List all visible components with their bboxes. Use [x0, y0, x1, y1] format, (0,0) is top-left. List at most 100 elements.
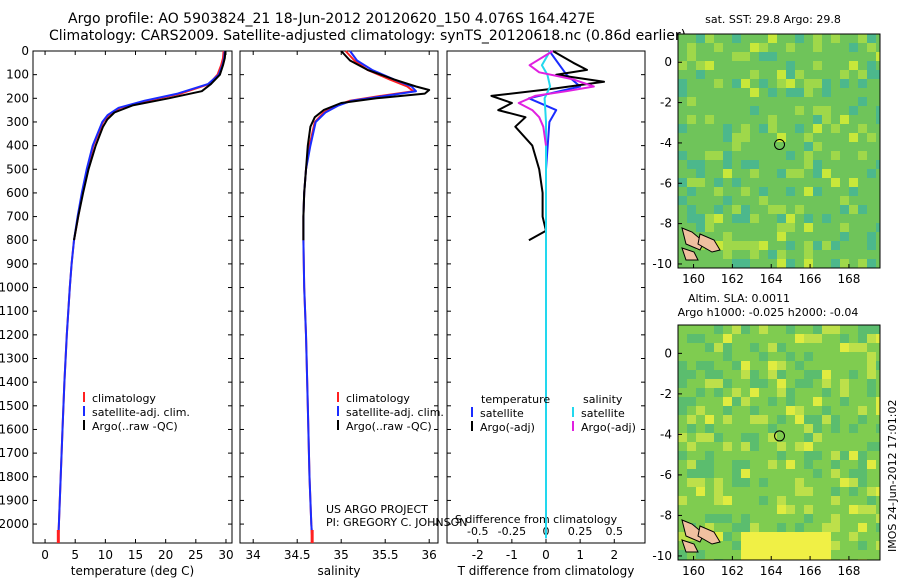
- legend-label-sal-0: climatology: [346, 392, 410, 405]
- map-xtick-label: 160: [682, 272, 705, 286]
- depth-tick-label: 0: [21, 44, 29, 58]
- legend-label-sdiff-1: Argo(-adj): [581, 421, 636, 434]
- depth-tick-label: 100: [6, 68, 29, 82]
- xtick-label: 25: [188, 548, 203, 562]
- profile-panel-1-frame: [239, 50, 439, 544]
- project-annotation-line2: PI: GREGORY C. JOHNSON: [326, 516, 467, 529]
- xtick-label: 20: [158, 548, 173, 562]
- map-ytick-label: -6: [660, 176, 672, 190]
- map-ytick-label: -10: [652, 257, 672, 271]
- legend-title-temperature: temperature: [481, 393, 550, 406]
- map-ytick-label: 0: [664, 55, 672, 69]
- x-axis-label: temperature (deg C): [71, 564, 194, 578]
- x-axis-label: T difference from climatology: [457, 564, 635, 578]
- xtick-label: 0: [542, 548, 550, 562]
- xtick-label: 34.5: [284, 548, 311, 562]
- map-subtitle-sla: Argo h1000: -0.025 h2000: -0.04: [678, 306, 859, 319]
- legend-label-tdiff-1: Argo(-adj): [480, 421, 535, 434]
- depth-tick-label: 1900: [0, 493, 29, 507]
- map-xtick-label: 168: [837, 272, 860, 286]
- x-axis-label-top: S difference from climatology: [455, 513, 618, 526]
- map-1-frame: [677, 324, 881, 561]
- xtick-label: 36: [422, 548, 437, 562]
- xtick-label: -2: [472, 548, 484, 562]
- xtick-label: 15: [128, 548, 143, 562]
- map-ytick-label: -2: [660, 96, 672, 110]
- island-shape: [681, 247, 699, 261]
- profile-panel-0-frame: [32, 50, 233, 544]
- map-ytick-label: 0: [664, 346, 672, 360]
- map-ytick-label: -4: [660, 136, 672, 150]
- depth-tick-label: 800: [6, 233, 29, 247]
- legend-label-temp-0: climatology: [92, 392, 156, 405]
- salinity-diff-tick-label: -0.25: [498, 525, 526, 538]
- series-line-salinity-satellite: [540, 50, 552, 539]
- depth-tick-label: 500: [6, 162, 29, 176]
- depth-tick-label: 2000: [0, 517, 29, 531]
- xtick-label: 0: [41, 548, 49, 562]
- map-ytick-label: -8: [660, 508, 672, 522]
- legend-label-tdiff-0: satellite: [480, 407, 524, 420]
- xtick-label: 1: [576, 548, 584, 562]
- depth-tick-label: 1700: [0, 446, 29, 460]
- island-shape: [681, 539, 699, 553]
- map-0-frame: [677, 33, 881, 269]
- map-ytick-label: -4: [660, 427, 672, 441]
- xtick-label: 10: [98, 548, 113, 562]
- xtick-label: 34: [246, 548, 261, 562]
- depth-tick-label: 1600: [0, 422, 29, 436]
- map-0-field: [678, 34, 880, 268]
- xtick-label: 30: [218, 548, 233, 562]
- depth-tick-label: 1300: [0, 352, 29, 366]
- depth-tick-label: 1400: [0, 375, 29, 389]
- series-line-argo-raw-qc-: [73, 50, 227, 241]
- project-annotation-line1: US ARGO PROJECT: [326, 503, 428, 516]
- map-title-sla: Altim. SLA: 0.0011: [688, 292, 790, 305]
- figure-title-line1: Argo profile: AO 5903824_21 18-Jun-2012 …: [68, 11, 596, 27]
- xtick-label: 5: [71, 548, 79, 562]
- island-shape: [697, 525, 721, 545]
- argo-position-marker: [774, 430, 786, 442]
- map-xtick-label: 166: [799, 564, 822, 578]
- xtick-label: 2: [610, 548, 618, 562]
- island-shape: [697, 233, 721, 253]
- depth-tick-label: 1800: [0, 470, 29, 484]
- map-xtick-label: 160: [682, 564, 705, 578]
- map-xtick-label: 162: [721, 272, 744, 286]
- depth-tick-label: 700: [6, 210, 29, 224]
- map-ytick-label: -10: [652, 549, 672, 563]
- legend-label-sal-2: Argo(..raw -QC): [346, 420, 432, 433]
- xtick-label: 35.5: [372, 548, 399, 562]
- map-ytick-label: -8: [660, 217, 672, 231]
- depth-tick-label: 600: [6, 186, 29, 200]
- depth-tick-label: 300: [6, 115, 29, 129]
- salinity-diff-tick-label: -0.5: [467, 525, 488, 538]
- legend-title-salinity: salinity: [583, 393, 623, 406]
- map-xtick-label: 168: [837, 564, 860, 578]
- map-xtick-label: 164: [760, 272, 783, 286]
- depth-tick-label: 900: [6, 257, 29, 271]
- legend-label-temp-1: satellite-adj. clim.: [92, 406, 190, 419]
- xtick-label: -1: [506, 548, 518, 562]
- series-line-temperature-argo-adj-: [490, 50, 605, 242]
- map-ytick-label: -2: [660, 387, 672, 401]
- legend-label-sal-1: satellite-adj. clim.: [346, 406, 444, 419]
- legend-label-temp-2: Argo(..raw -QC): [92, 420, 178, 433]
- depth-tick-label: 1000: [0, 281, 29, 295]
- map-xtick-label: 166: [799, 272, 822, 286]
- salinity-diff-tick-label: 0.5: [606, 525, 624, 538]
- series-line-satellite-adj-clim-: [57, 50, 226, 539]
- argo-position-marker: [774, 138, 786, 150]
- figure-title-line2: Climatology: CARS2009. Satellite-adjuste…: [49, 28, 687, 44]
- map-xtick-label: 164: [760, 564, 783, 578]
- depth-tick-label: 1200: [0, 328, 29, 342]
- xtick-label: 35: [334, 548, 349, 562]
- x-axis-label: salinity: [317, 564, 360, 578]
- series-line-salinity-argo-adj-: [517, 50, 595, 146]
- depth-tick-label: 200: [6, 91, 29, 105]
- map-ytick-label: -6: [660, 468, 672, 482]
- depth-tick-label: 1500: [0, 399, 29, 413]
- series-line-argo-raw-qc-: [302, 50, 431, 241]
- depth-tick-label: 1100: [0, 304, 29, 318]
